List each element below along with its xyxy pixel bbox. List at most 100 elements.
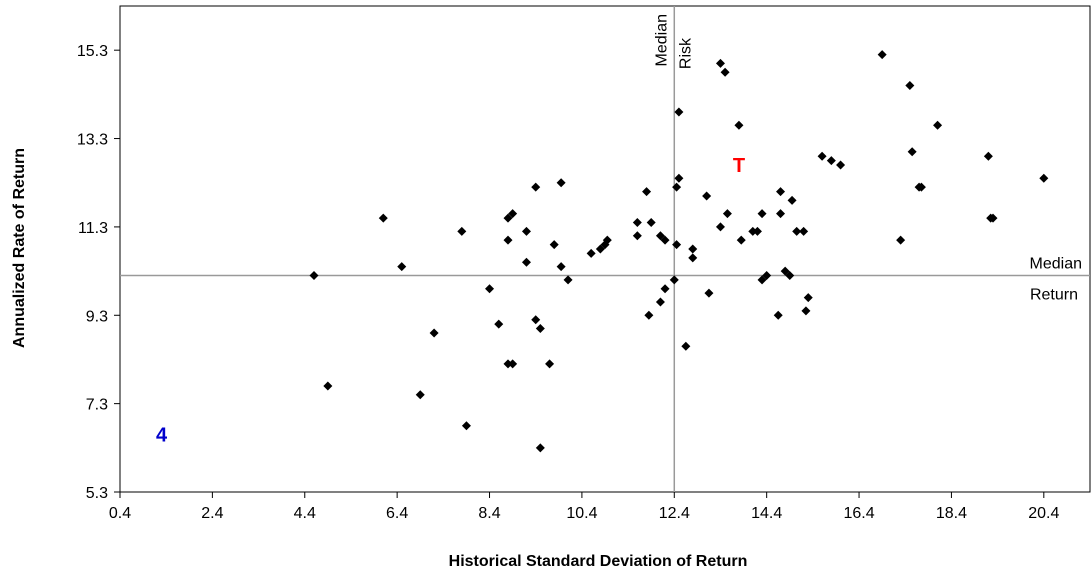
x-tick-label: 8.4 — [478, 505, 500, 522]
data-point — [655, 297, 665, 307]
data-point — [785, 271, 795, 281]
median-risk-label: Risk — [677, 37, 694, 69]
data-point — [715, 58, 725, 68]
data-point — [776, 187, 786, 197]
y-axis-title: Annualized Rate of Return — [11, 148, 28, 348]
data-point — [674, 173, 684, 183]
data-point — [907, 147, 917, 157]
y-tick-label: 9.3 — [86, 308, 108, 325]
median-return-label: Median — [1030, 256, 1082, 273]
data-point — [556, 178, 566, 188]
data-point — [988, 213, 998, 223]
data-point — [704, 288, 714, 298]
data-point — [457, 226, 467, 236]
data-point — [748, 226, 758, 236]
x-tick-label: 20.4 — [1028, 505, 1059, 522]
data-point — [826, 156, 836, 166]
data-point — [521, 226, 531, 236]
special-point-t: T — [733, 155, 745, 177]
data-point — [503, 213, 513, 223]
data-point — [688, 244, 698, 254]
plot-area: 0.4 2.4 4.4 6.4 8.4 10.4 12.4 14.4 16.4 18.4 20.4 5… — [77, 5, 1091, 522]
data-point — [660, 284, 670, 294]
data-point — [429, 328, 439, 338]
data-point — [720, 67, 730, 77]
x-tick-label: 6.4 — [386, 505, 408, 522]
data-point — [644, 310, 654, 320]
data-point — [672, 182, 682, 192]
special-point-4: 4 — [156, 425, 168, 447]
data-point — [535, 443, 545, 453]
data-point — [933, 120, 943, 130]
data-point — [595, 244, 605, 254]
x-axis-title: Historical Standard Deviation of Return — [449, 553, 748, 570]
data-point — [757, 209, 767, 219]
data-point — [702, 191, 712, 201]
x-tick-label: 16.4 — [843, 505, 874, 522]
data-point — [642, 187, 652, 197]
data-point — [545, 359, 555, 369]
data-point — [508, 209, 518, 219]
data-point — [646, 217, 656, 227]
x-tick-label: 2.4 — [201, 505, 223, 522]
data-point — [503, 359, 513, 369]
data-point — [776, 209, 786, 219]
data-point — [792, 226, 802, 236]
data-point — [586, 248, 596, 258]
data-point — [503, 235, 513, 245]
data-point — [681, 341, 691, 351]
x-tick-label: 4.4 — [294, 505, 316, 522]
data-point — [674, 107, 684, 117]
data-point — [602, 235, 612, 245]
data-point — [461, 421, 471, 431]
data-point — [323, 381, 333, 391]
x-tick-label: 10.4 — [566, 505, 597, 522]
data-point — [715, 222, 725, 232]
data-point — [836, 160, 846, 170]
data-point — [655, 231, 665, 241]
y-tick-label: 7.3 — [86, 397, 108, 414]
data-point — [752, 226, 762, 236]
data-point — [549, 240, 559, 250]
data-point — [896, 235, 906, 245]
data-point — [378, 213, 388, 223]
data-point — [508, 359, 518, 369]
plot-frame — [119, 5, 1091, 493]
x-tick-label: 12.4 — [659, 505, 690, 522]
x-tick-label: 0.4 — [109, 505, 131, 522]
data-point — [556, 262, 566, 272]
median-return-label: Return — [1030, 287, 1078, 304]
data-point — [688, 253, 698, 263]
data-point — [780, 266, 790, 276]
data-point — [563, 275, 573, 285]
data-point — [672, 240, 682, 250]
data-point — [762, 271, 772, 281]
data-point — [309, 271, 319, 281]
data-point — [803, 293, 813, 303]
x-tick-label: 14.4 — [751, 505, 782, 522]
data-point — [494, 319, 504, 329]
data-point — [787, 195, 797, 205]
y-tick-label: 5.3 — [86, 485, 108, 502]
data-point — [801, 306, 811, 316]
data-point — [773, 310, 783, 320]
y-tick-label: 15.3 — [77, 43, 108, 60]
data-point — [905, 81, 915, 91]
data-point — [397, 262, 407, 272]
data-point — [485, 284, 495, 294]
data-point — [415, 390, 425, 400]
data-point — [521, 257, 531, 267]
data-point — [757, 275, 767, 285]
data-point — [877, 50, 887, 60]
data-point — [916, 182, 926, 192]
data-point — [983, 151, 993, 161]
data-point — [722, 209, 732, 219]
data-point — [817, 151, 827, 161]
data-point — [660, 235, 670, 245]
data-point — [799, 226, 809, 236]
data-point — [736, 235, 746, 245]
y-tick-label: 11.3 — [78, 220, 108, 237]
data-point — [669, 275, 679, 285]
data-point — [531, 182, 541, 192]
